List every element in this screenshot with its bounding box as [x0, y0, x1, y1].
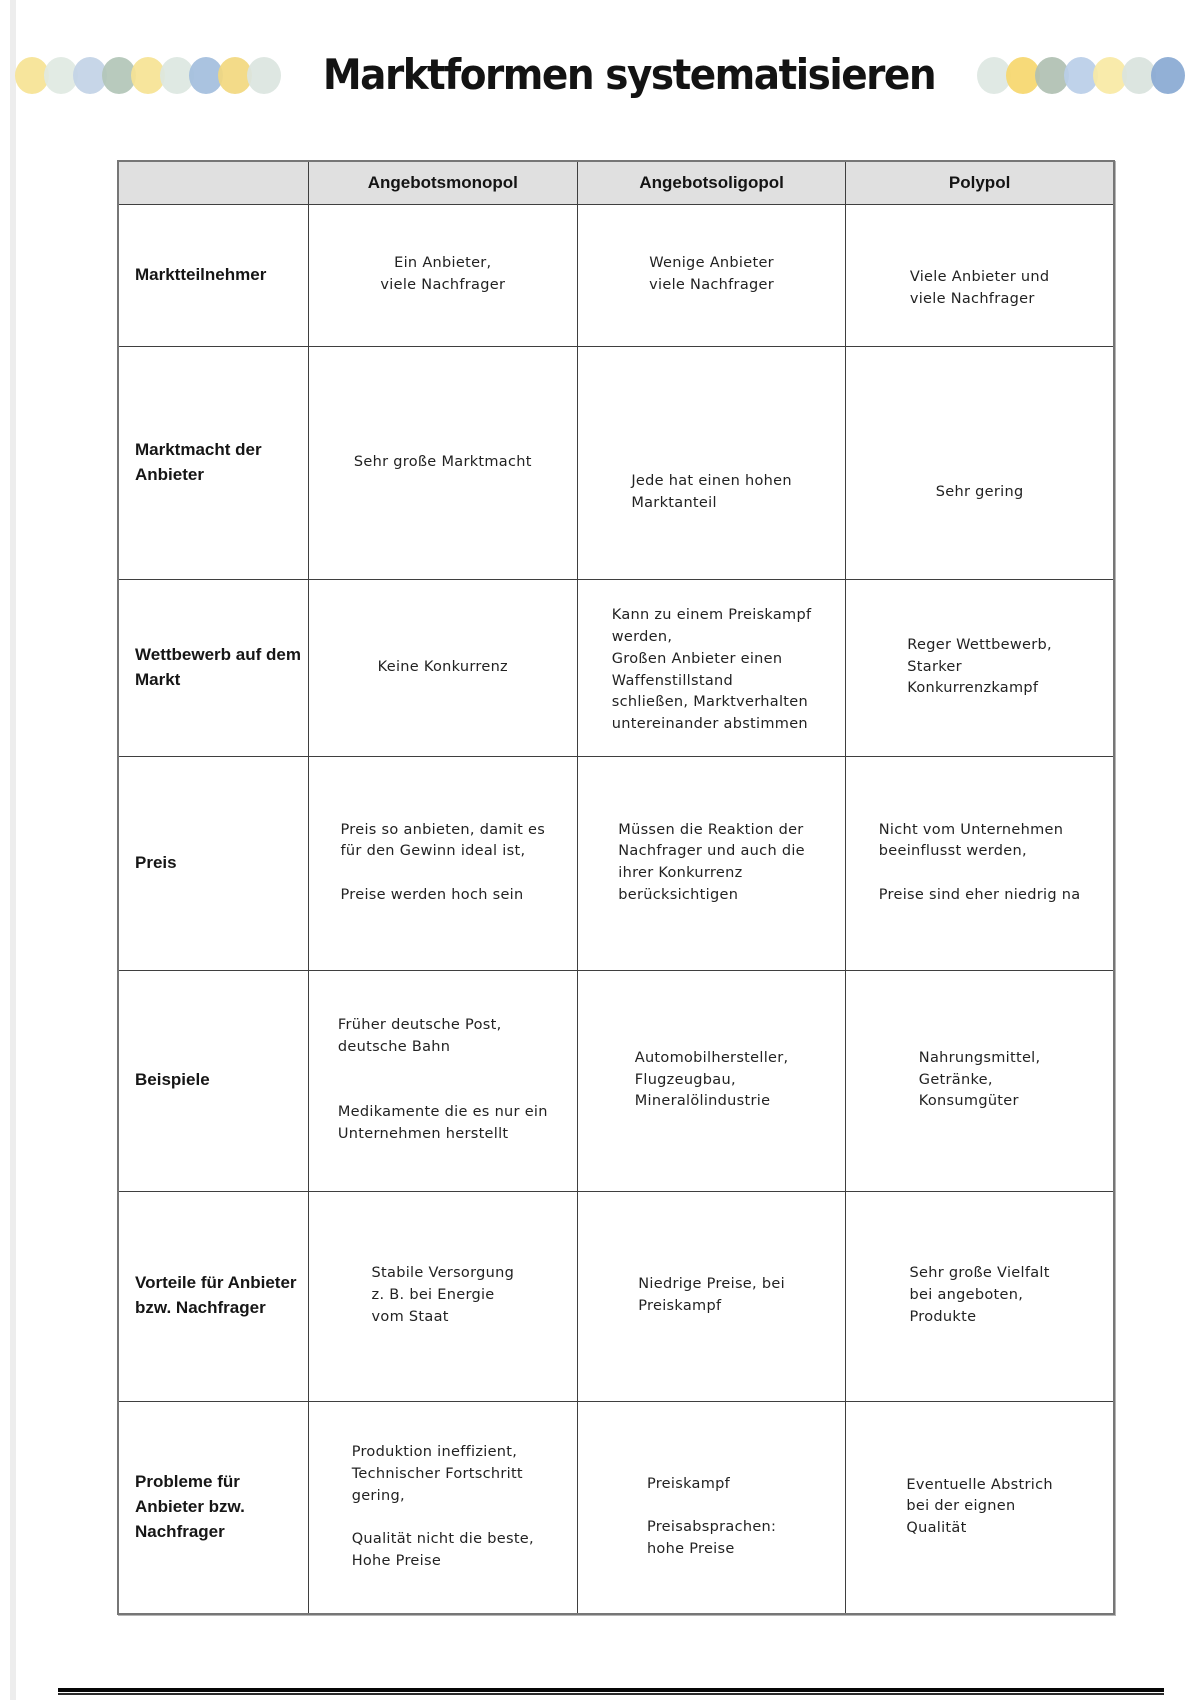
table-row-marktmacht: Marktmacht der Anbieter Sehr große Markt… — [117, 345, 1115, 580]
table-cell: Preiskampf Preisabsprachen: hohe Preise — [576, 1400, 847, 1615]
decorative-dot — [159, 56, 194, 94]
decorative-dot — [1151, 56, 1186, 94]
table-cell: Sehr große Marktmacht — [307, 345, 578, 580]
decorative-dot — [217, 56, 252, 94]
table-header-row: Angebotsmonopol Angebotsoligopol Polypol — [117, 160, 1115, 205]
table-cell: Ein Anbieter, viele Nachfrager — [307, 203, 578, 347]
table-cell: Sehr gering — [845, 345, 1115, 580]
decorative-dot — [130, 56, 165, 94]
table-row-marktteilnehmer: Marktteilnehmer Ein Anbieter, viele Nach… — [117, 203, 1115, 347]
row-label: Preis — [117, 755, 309, 971]
market-forms-table: Angebotsmonopol Angebotsoligopol Polypol… — [117, 160, 1115, 1615]
table-cell: Preis so anbieten, damit es für den Gewi… — [307, 755, 578, 971]
table-cell: Keine Konkurrenz — [307, 578, 578, 757]
table-cell: Stabile Versorgung z. B. bei Energie vom… — [307, 1190, 578, 1402]
row-label: Beispiele — [117, 969, 309, 1192]
table-row-probleme: Probleme für Anbieter bzw. Nachfrager Pr… — [117, 1400, 1115, 1615]
table-cell: Sehr große Vielfalt bei angeboten, Produ… — [845, 1190, 1115, 1402]
left-dot-cluster — [14, 56, 281, 94]
table-cell: Automobilhersteller, Flugzeugbau, Minera… — [576, 969, 847, 1192]
decorative-dot — [72, 56, 107, 94]
decorative-dot — [1122, 56, 1157, 94]
decorative-dot — [188, 56, 223, 94]
table-cell: Produktion ineffizient, Technischer Fort… — [307, 1400, 578, 1615]
table-cell: Niedrige Preise, bei Preiskampf — [576, 1190, 847, 1402]
decorative-dot — [1064, 56, 1099, 94]
decorative-dot — [977, 56, 1012, 94]
page-header: Marktformen systematisieren — [0, 40, 1200, 110]
table-row-vorteile: Vorteile für Anbieter bzw. Nachfrager St… — [117, 1190, 1115, 1402]
decorative-dot — [1006, 56, 1041, 94]
decorative-dot — [43, 56, 78, 94]
table-cell: Müssen die Reaktion der Nachfrager und a… — [576, 755, 847, 971]
row-label: Probleme für Anbieter bzw. Nachfrager — [117, 1400, 309, 1615]
column-header-angebotsmonopol: Angebotsmonopol — [307, 160, 578, 205]
decorative-dot — [1035, 56, 1070, 94]
decorative-dot — [14, 56, 49, 94]
table-cell: Viele Anbieter und viele Nachfrager — [845, 203, 1115, 347]
table-cell: Früher deutsche Post, deutsche Bahn Medi… — [307, 969, 578, 1192]
table-cell: Wenige Anbieter viele Nachfrager — [576, 203, 847, 347]
table-cell: Jede hat einen hohen Marktanteil — [576, 345, 847, 580]
decorative-dot — [246, 56, 281, 94]
column-header-empty — [117, 160, 309, 205]
row-label: Vorteile für Anbieter bzw. Nachfrager — [117, 1190, 309, 1402]
table-row-wettbewerb: Wettbewerb auf dem Markt Keine Konkurren… — [117, 578, 1115, 757]
page-edge-strip — [10, 0, 16, 1700]
right-dot-cluster — [977, 56, 1186, 94]
table-row-beispiele: Beispiele Früher deutsche Post, deutsche… — [117, 969, 1115, 1192]
column-header-angebotsoligopol: Angebotsoligopol — [576, 160, 847, 205]
decorative-dot — [1093, 56, 1128, 94]
decorative-dot — [101, 56, 136, 94]
row-label: Marktmacht der Anbieter — [117, 345, 309, 580]
table-cell: Nicht vom Unternehmen beeinflusst werden… — [845, 755, 1115, 971]
table-row-preis: Preis Preis so anbieten, damit es für de… — [117, 755, 1115, 971]
table-cell: Kann zu einem Preiskampf werden, Großen … — [576, 578, 847, 757]
column-header-polypol: Polypol — [845, 160, 1115, 205]
page-title: Marktformen systematisieren — [322, 50, 937, 100]
table-cell: Nahrungsmittel, Getränke, Konsumgüter — [845, 969, 1115, 1192]
table-cell: Reger Wettbewerb, Starker Konkurrenzkamp… — [845, 578, 1115, 757]
page-bottom-divider — [58, 1688, 1164, 1695]
row-label: Marktteilnehmer — [117, 203, 309, 347]
row-label: Wettbewerb auf dem Markt — [117, 578, 309, 757]
table-cell: Eventuelle Abstrich bei der eignen Quali… — [845, 1400, 1115, 1615]
